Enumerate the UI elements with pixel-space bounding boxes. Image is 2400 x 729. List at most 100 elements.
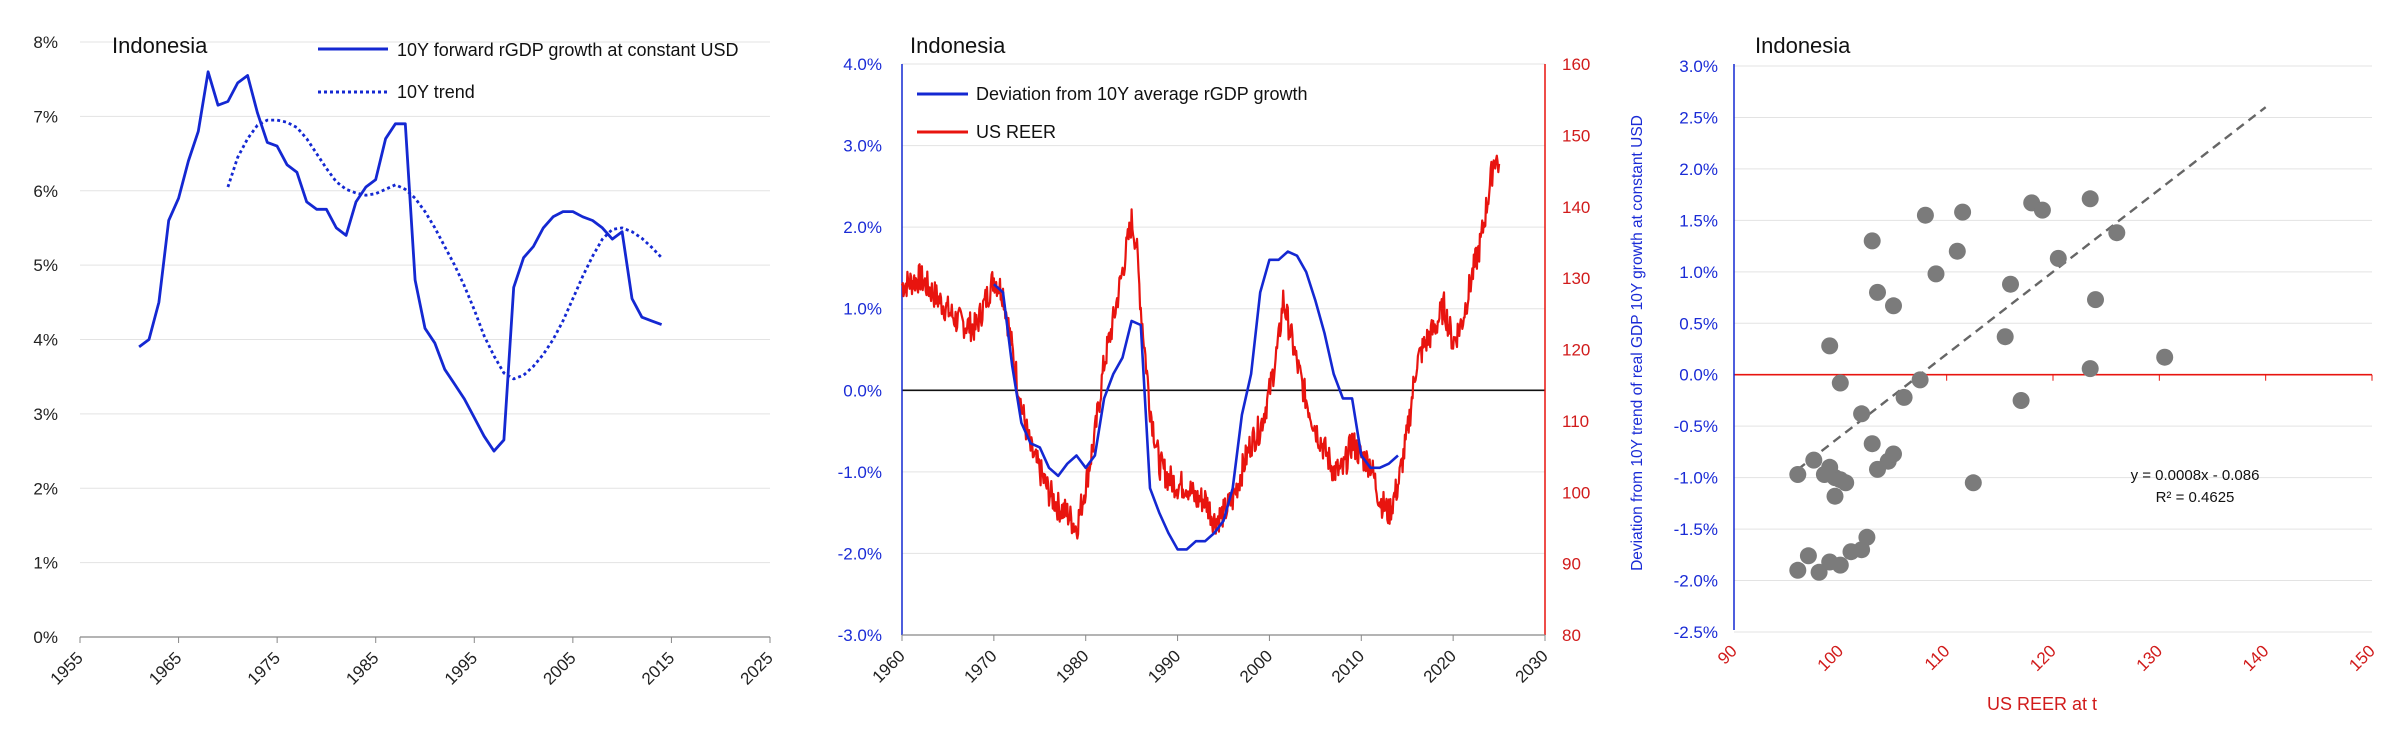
x-tick-label: 140 [2239, 641, 2272, 674]
scatter-point [2081, 360, 2099, 378]
x-tick-label: 2005 [540, 648, 580, 688]
x-tick-label: 1955 [47, 648, 87, 688]
scatter-point [2087, 291, 2104, 309]
scatter-point [1869, 283, 1886, 301]
trendline-equation: y = 0.0008x - 0.086 [2131, 467, 2260, 484]
x-tick-label: 1995 [441, 648, 481, 688]
y-tick-label: 0.0% [1679, 366, 1718, 385]
y-right-tick-label: 150 [1562, 126, 1590, 145]
scatter-point [1858, 528, 1876, 546]
y-tick-label: 2.5% [1679, 108, 1718, 127]
y-right-tick-label: 120 [1562, 341, 1590, 360]
chart-title: Indonesia [112, 33, 208, 58]
scatter-point [1831, 556, 1849, 574]
x-tick-label: 150 [2345, 641, 2378, 674]
scatter-point [2002, 275, 2019, 293]
y-tick-label: 3.0% [1679, 57, 1718, 76]
series-line-forward-growth [138, 70, 663, 453]
series-line-us-reer [900, 154, 1501, 540]
y-left-tick-label: -1.0% [838, 463, 882, 482]
x-tick-label: 1970 [961, 646, 1001, 686]
y-left-tick-label: -2.0% [838, 544, 882, 563]
y-right-tick-label: 130 [1562, 269, 1590, 288]
x-tick-label: 90 [1714, 641, 1741, 668]
x-axis-title: US REER at t [1987, 694, 2097, 714]
y-tick-label: 3% [33, 405, 58, 424]
panel-growth-trend: 0% 1% 2% 3% 4% 5% 6% 7% 8% 1955 1965 1975 1985 1995 2… [33, 33, 776, 689]
scatter-point [1948, 242, 1966, 260]
scatter-point [1911, 371, 1929, 389]
scatter-point [1826, 487, 1844, 505]
y-tick-label: 0% [33, 628, 58, 647]
y-tick-label: -2.0% [1674, 572, 1718, 591]
x-tick-label: 100 [1814, 641, 1847, 674]
y-tick-label: 6% [33, 182, 58, 201]
x-tick-label: 1975 [244, 648, 284, 688]
chart-title: Indonesia [1755, 33, 1851, 58]
y-tick-label: -2.5% [1674, 623, 1718, 642]
x-tick-label: 1965 [145, 648, 185, 688]
x-tick-label: 2000 [1236, 646, 1276, 686]
scatter-point [1996, 328, 2014, 346]
y-right-tick-label: 160 [1562, 55, 1590, 74]
y-tick-label: 0.5% [1679, 314, 1718, 333]
scatter-point [2033, 201, 2051, 219]
y-left-tick-label: 1.0% [843, 300, 882, 319]
scatter-point [1895, 388, 1913, 406]
scatter-point [1799, 547, 1817, 565]
y-right-tick-label: 100 [1562, 483, 1590, 502]
scatter-point [1885, 297, 1902, 315]
series-line-trend [226, 118, 663, 381]
scatter-point [1831, 374, 1849, 392]
y-tick-label: 7% [33, 107, 58, 126]
legend-label-reer: US REER [976, 122, 1056, 142]
scatter-point [1810, 563, 1828, 581]
scatter-point [1837, 474, 1855, 492]
y-right-tick-label: 110 [1562, 412, 1589, 431]
x-tick-label: 2030 [1512, 646, 1552, 686]
legend-label-forward-growth: 10Y forward rGDP growth at constant USD [397, 40, 739, 60]
x-tick-label: 120 [2026, 641, 2059, 674]
y-right-tick-label: 140 [1562, 198, 1590, 217]
legend-label-trend: 10Y trend [397, 82, 475, 102]
y-axis-title: Deviation from 10Y trend of real GDP 10Y… [1629, 115, 1646, 571]
scatter-point [2156, 348, 2174, 366]
x-tick-label: 130 [2133, 641, 2166, 674]
scatter-point [1805, 451, 1823, 469]
panel-deviation-reer: -3.0% -2.0% -1.0% 0.0% 1.0% 2.0% 3.0% 4.0% 80 90… [838, 33, 1591, 687]
series-line-deviation [993, 250, 1399, 551]
scatter-point [1789, 561, 1807, 579]
y-tick-label: 5% [33, 256, 58, 275]
scatter-point [1927, 265, 1945, 283]
x-tick-label: 2020 [1420, 646, 1460, 686]
y-left-tick-label: 4.0% [843, 55, 882, 74]
y-left-tick-label: 3.0% [843, 137, 882, 156]
y-right-tick-label: 90 [1562, 555, 1581, 574]
scatter-point [1863, 232, 1881, 250]
scatter-point [1821, 337, 1839, 355]
y-left-tick-label: 0.0% [843, 381, 882, 400]
y-right-tick-label: 80 [1562, 626, 1581, 645]
x-tick-label: 1980 [1052, 646, 1092, 686]
chart-title: Indonesia [910, 33, 1006, 58]
scatter-point [2012, 392, 2030, 409]
scatter-point [1885, 445, 1902, 463]
scatter-point [1916, 206, 1934, 224]
legend-label-deviation: Deviation from 10Y average rGDP growth [976, 84, 1308, 104]
y-tick-label: 4% [33, 331, 58, 350]
y-tick-label: 1.0% [1679, 263, 1718, 282]
x-tick-label: 2025 [737, 648, 777, 688]
x-tick-label: 2010 [1328, 646, 1368, 686]
y-left-tick-label: -3.0% [838, 626, 882, 645]
scatter-point [1964, 474, 1982, 492]
y-tick-label: 8% [33, 33, 58, 52]
scatter-point [1789, 466, 1807, 483]
y-tick-label: -1.5% [1674, 520, 1718, 539]
scatter-point [1954, 203, 1972, 221]
trendline-r-squared: R² = 0.4625 [2156, 489, 2235, 506]
x-tick-label: 1990 [1144, 646, 1184, 686]
y-tick-label: 2.0% [1679, 160, 1718, 179]
panel-scatter: -2.5% -2.0% -1.5% -1.0% -0.5% 0.0% 0.5% 1.0% 1.5… [1629, 33, 2379, 714]
scatter-point [1853, 405, 1871, 423]
y-tick-label: -0.5% [1674, 417, 1718, 436]
